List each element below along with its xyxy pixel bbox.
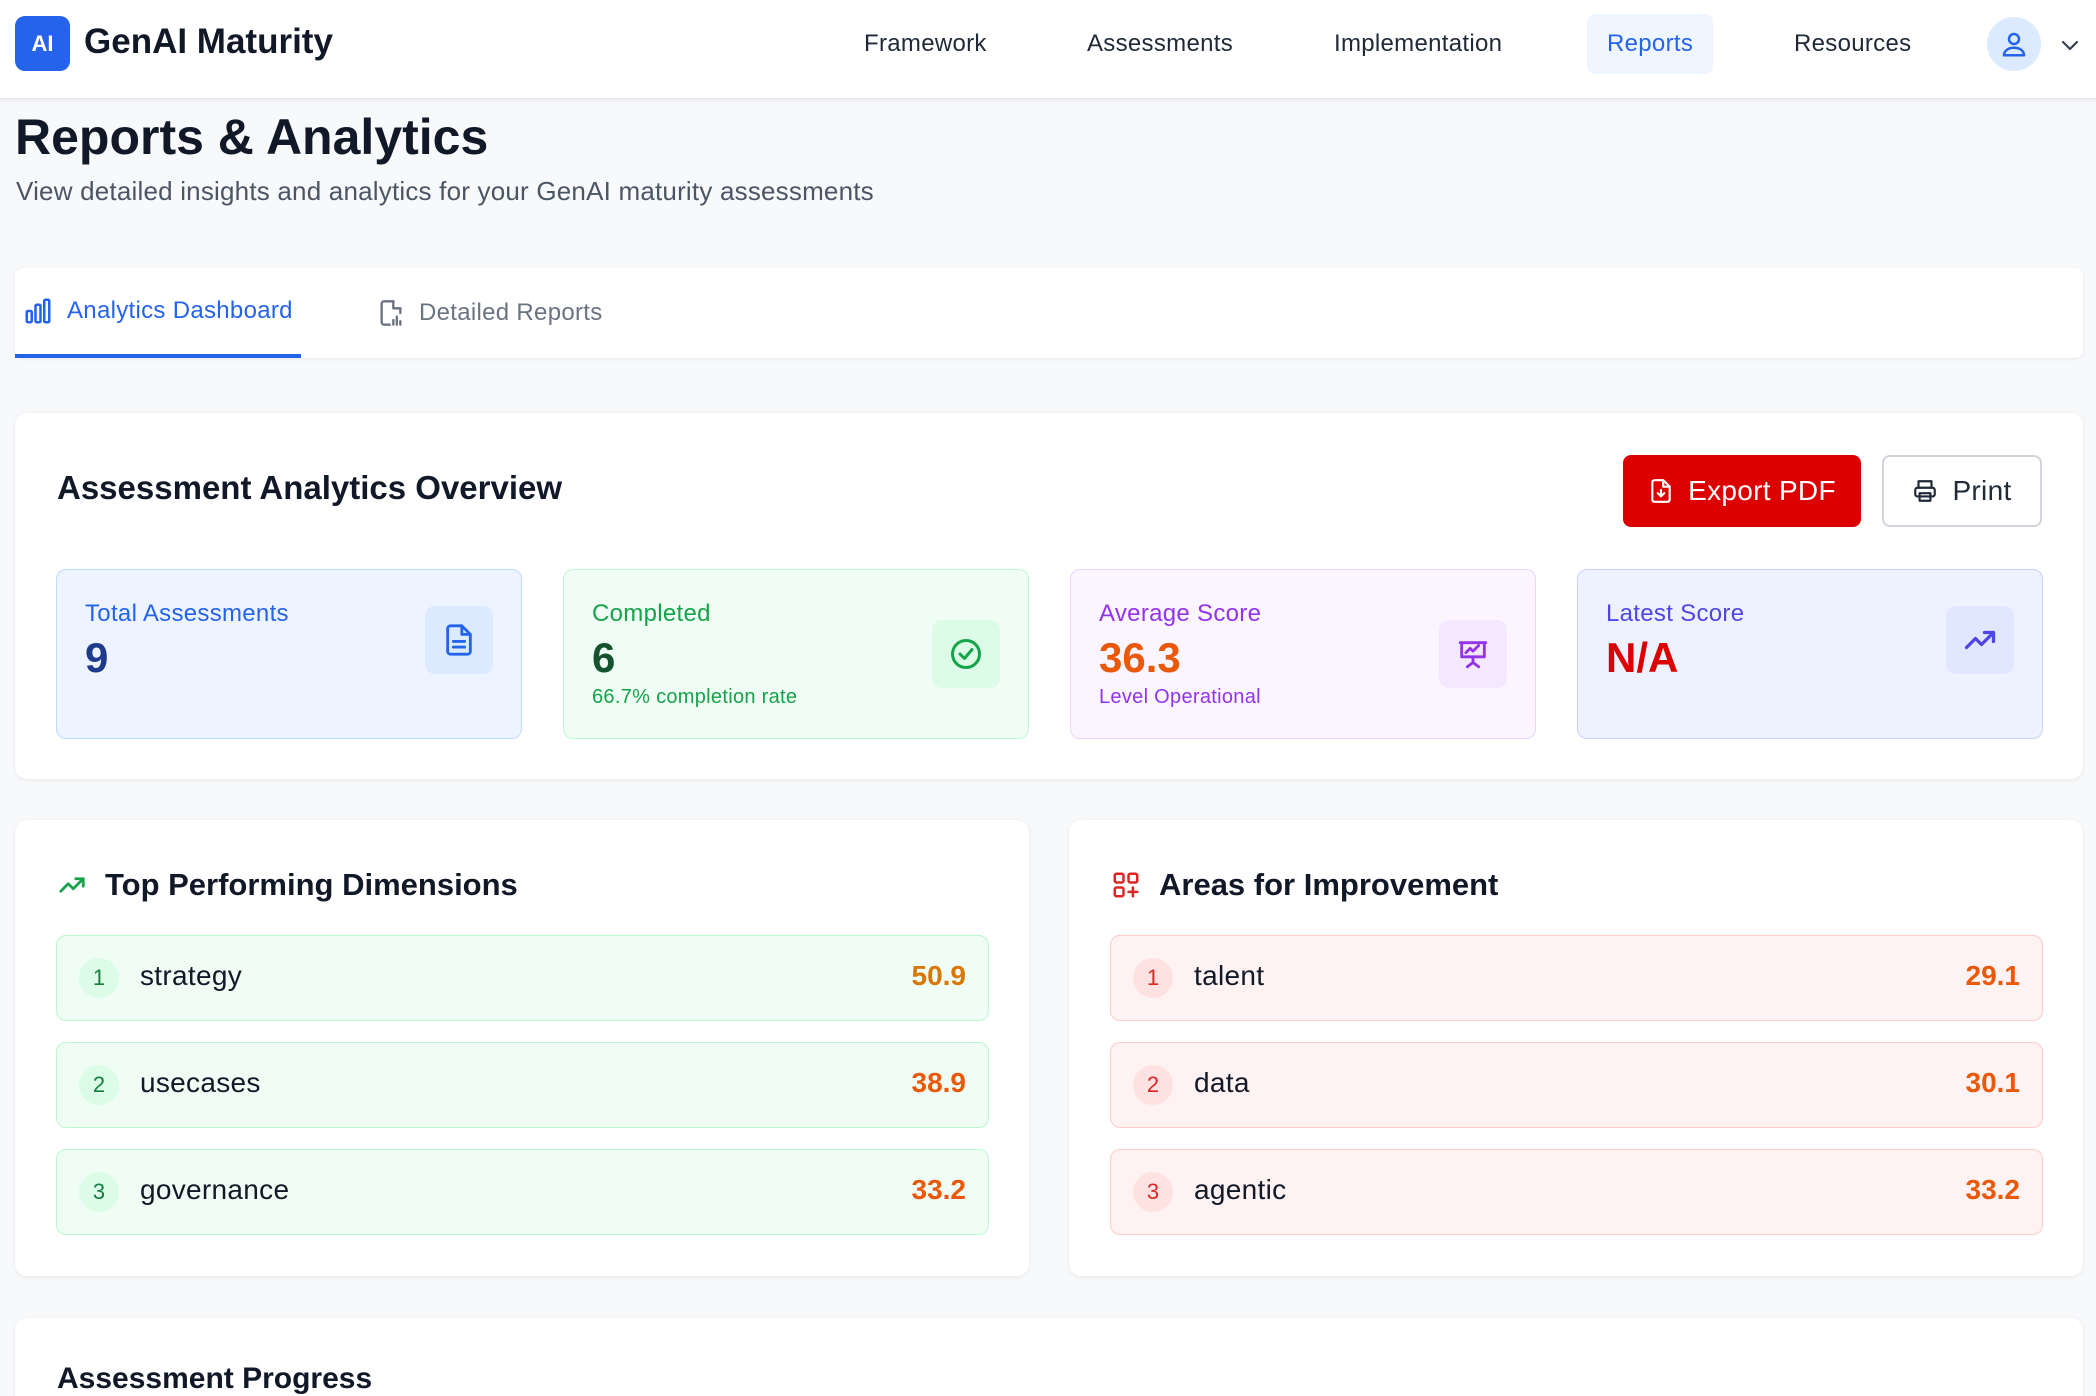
- rank-badge: 3: [1133, 1172, 1173, 1212]
- section-title: Top Performing Dimensions: [105, 867, 518, 902]
- stat-completed: Completed 6 66.7% completion rate: [563, 569, 1029, 739]
- file-download-icon: [1648, 478, 1674, 504]
- trending-up-icon: [57, 870, 87, 900]
- file-chart-icon: [377, 299, 405, 327]
- nav-resources[interactable]: Resources: [1794, 30, 1912, 57]
- printer-icon: [1912, 478, 1938, 504]
- check-circle-icon: [932, 620, 1000, 688]
- stat-note: 66.7% completion rate: [592, 686, 798, 708]
- document-icon: [425, 606, 493, 674]
- dimension-name: strategy: [140, 960, 242, 991]
- overview-title: Assessment Analytics Overview: [57, 469, 563, 506]
- export-pdf-label: Export PDF: [1688, 475, 1836, 506]
- nav-reports[interactable]: Reports: [1587, 14, 1714, 74]
- rank-badge: 2: [79, 1065, 119, 1105]
- top-performing-header: Top Performing Dimensions: [57, 867, 518, 903]
- tab-analytics-dashboard[interactable]: Analytics Dashboard: [15, 268, 301, 358]
- stat-value: N/A: [1606, 634, 1679, 681]
- logo-badge[interactable]: AI: [15, 16, 70, 71]
- dimension-score: 38.9: [911, 1067, 967, 1098]
- stat-value: 36.3: [1099, 634, 1181, 681]
- dimension-name: agentic: [1194, 1174, 1287, 1205]
- top-performing-card: Top Performing Dimensions 1 strategy 50.…: [15, 820, 1029, 1276]
- chevron-down-icon[interactable]: [2058, 33, 2082, 57]
- dimension-score: 50.9: [911, 960, 967, 991]
- improvement-header: Areas for Improvement: [1111, 867, 1498, 903]
- dimension-score: 33.2: [911, 1174, 967, 1205]
- print-label: Print: [1952, 475, 2012, 506]
- dimension-score: 29.1: [1965, 960, 2021, 991]
- nav-assessments[interactable]: Assessments: [1087, 30, 1234, 57]
- stat-latest-score: Latest Score N/A: [1577, 569, 2043, 739]
- stat-label: Latest Score: [1606, 600, 1745, 627]
- report-tabs: Analytics Dashboard Detailed Reports: [15, 268, 2083, 358]
- stat-total-assessments: Total Assessments 9: [56, 569, 522, 739]
- improvement-card: Areas for Improvement 1 talent 29.1 2 da…: [1069, 820, 2083, 1276]
- list-item: 1 strategy 50.9: [56, 935, 989, 1021]
- user-avatar[interactable]: [1987, 17, 2041, 71]
- print-button[interactable]: Print: [1882, 455, 2042, 527]
- list-item: 2 usecases 38.9: [56, 1042, 989, 1128]
- nav-framework[interactable]: Framework: [864, 30, 987, 57]
- rank-badge: 2: [1133, 1065, 1173, 1105]
- bar-chart-icon: [23, 296, 53, 326]
- tab-detailed-reports[interactable]: Detailed Reports: [377, 268, 603, 358]
- list-item: 2 data 30.1: [1110, 1042, 2043, 1128]
- trending-up-icon: [1946, 606, 2014, 674]
- list-item: 3 governance 33.2: [56, 1149, 989, 1235]
- stat-label: Average Score: [1099, 600, 1262, 627]
- user-icon: [2002, 32, 2026, 57]
- progress-card: Assessment Progress: [15, 1318, 2083, 1396]
- top-nav: AI GenAI Maturity Framework Assessments …: [0, 0, 2096, 99]
- app-title[interactable]: GenAI Maturity: [84, 22, 333, 61]
- stat-label: Completed: [592, 600, 711, 627]
- dimension-name: talent: [1194, 960, 1265, 991]
- dimension-name: governance: [140, 1174, 290, 1205]
- stat-average-score: Average Score 36.3 Level Operational: [1070, 569, 1536, 739]
- list-item: 3 agentic 33.2: [1110, 1149, 2043, 1235]
- section-title: Areas for Improvement: [1159, 867, 1499, 902]
- stat-value: 6: [592, 634, 616, 681]
- dimension-score: 33.2: [1965, 1174, 2021, 1205]
- stat-label: Total Assessments: [85, 600, 289, 627]
- presentation-chart-icon: [1439, 620, 1507, 688]
- stat-note: Level Operational: [1099, 686, 1261, 708]
- progress-title: Assessment Progress: [57, 1362, 373, 1395]
- rank-badge: 3: [79, 1172, 119, 1212]
- page-subtitle: View detailed insights and analytics for…: [16, 176, 874, 206]
- dimension-name: usecases: [140, 1067, 261, 1098]
- stat-value: 9: [85, 634, 109, 681]
- dimension-score: 30.1: [1965, 1067, 2021, 1098]
- export-pdf-button[interactable]: Export PDF: [1623, 455, 1861, 527]
- page-title: Reports & Analytics: [15, 109, 489, 165]
- tab-label: Analytics Dashboard: [67, 297, 293, 324]
- nav-implementation[interactable]: Implementation: [1334, 30, 1503, 57]
- list-item: 1 talent 29.1: [1110, 935, 2043, 1021]
- target-grid-icon: [1111, 870, 1141, 900]
- dimension-name: data: [1194, 1067, 1250, 1098]
- tab-label: Detailed Reports: [419, 299, 603, 326]
- rank-badge: 1: [1133, 958, 1173, 998]
- rank-badge: 1: [79, 958, 119, 998]
